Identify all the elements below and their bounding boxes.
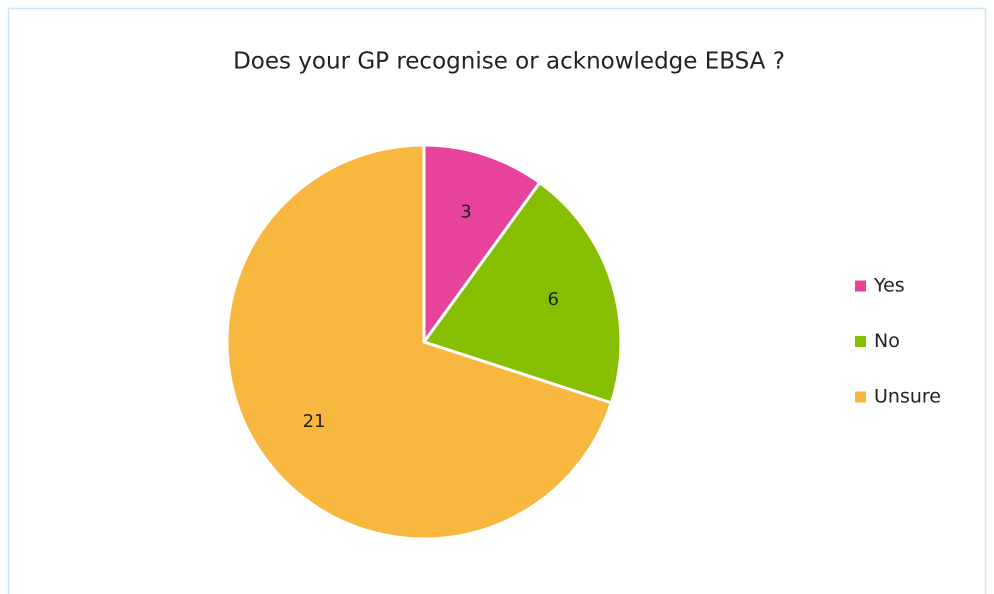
legend-label: No <box>874 330 900 352</box>
chart-title: Does your GP recognise or acknowledge EB… <box>233 49 785 75</box>
pie-slice <box>422 181 623 405</box>
legend-label: Unsure <box>874 386 941 408</box>
data-label: 6 <box>548 289 559 310</box>
data-label: 21 <box>303 411 326 432</box>
pie-slice <box>422 143 542 344</box>
legend-swatch <box>855 391 866 403</box>
legend-swatch <box>855 336 866 347</box>
pie-slice <box>225 143 613 541</box>
legend-swatch <box>855 280 866 292</box>
legend-label: Yes <box>873 275 905 297</box>
data-label: 3 <box>460 202 471 223</box>
